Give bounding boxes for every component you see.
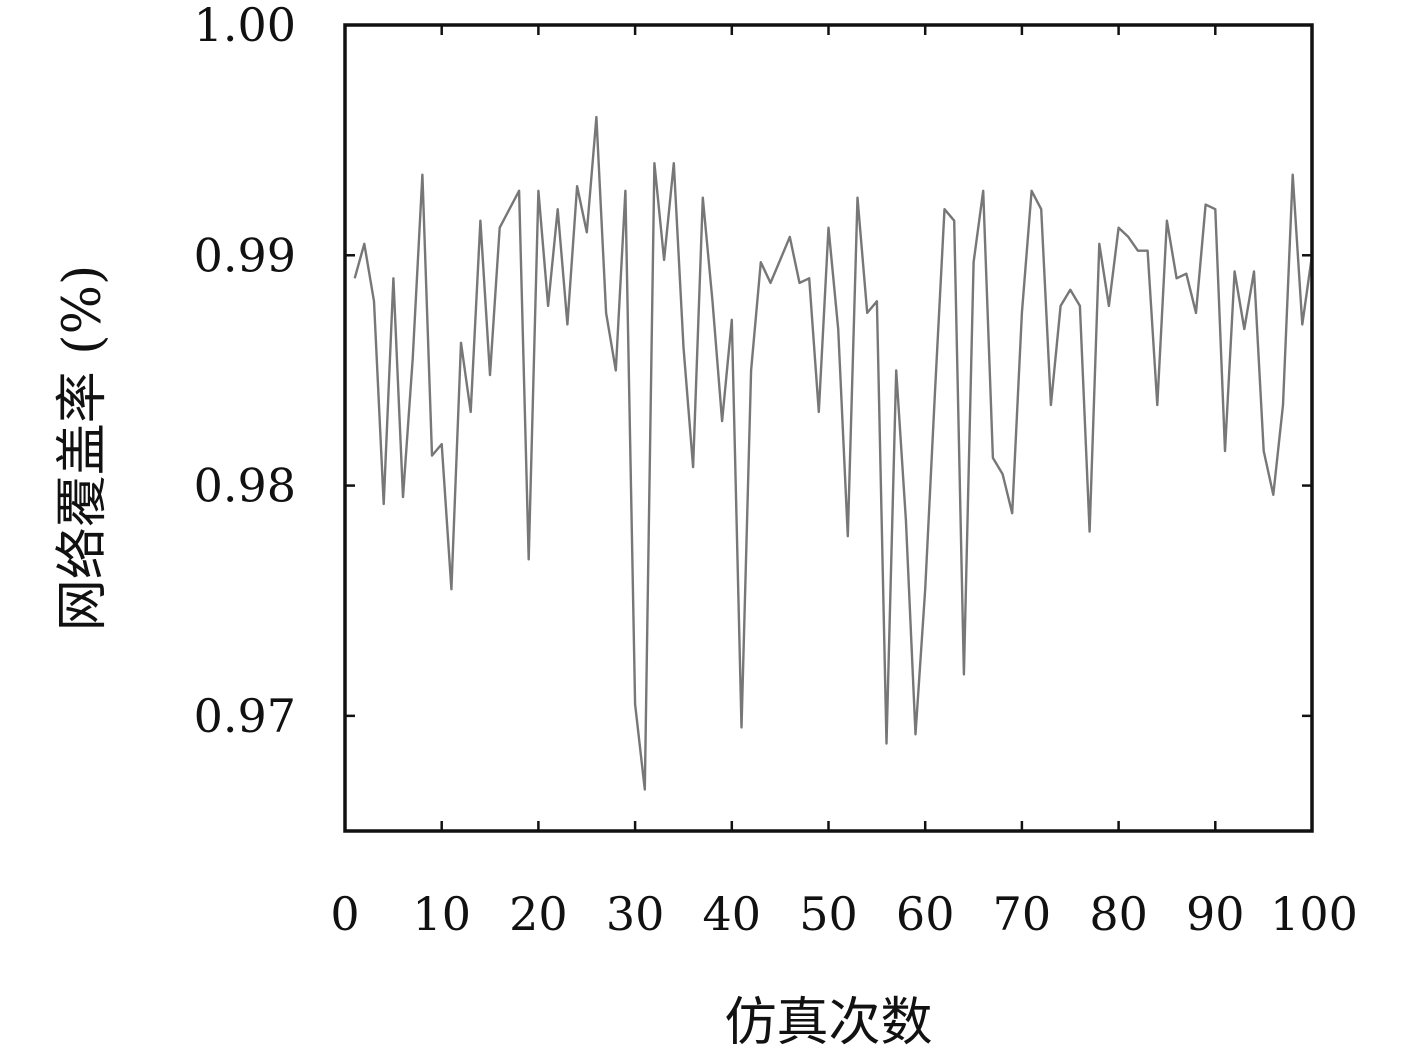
plot-frame [343,23,1314,833]
x-tick-label: 60 [896,887,955,941]
x-tick-label: 70 [993,887,1052,941]
ticks-layer [343,23,1314,831]
y-tick-labels: 0.97 0.98 0.99 1.00 [194,0,296,743]
x-tick-label: 50 [799,887,858,941]
x-tick-label: 10 [412,887,471,941]
y-axis-title: 网络覆盖率 (%) [53,265,113,632]
x-tick-label: 0 [330,887,359,941]
x-tick-labels: 0 10 20 30 40 50 60 70 80 90 100 [330,887,1358,941]
y-tick-label: 1.00 [194,0,296,52]
series-line [353,115,1314,791]
x-tick-label: 30 [606,887,665,941]
x-tick-label: 90 [1186,887,1245,941]
x-tick-label: 40 [703,887,762,941]
x-axis-title: 仿真次数 [724,993,932,1053]
y-tick-label: 0.99 [194,228,296,282]
x-tick-label: 100 [1270,887,1358,941]
y-tick-label: 0.98 [194,459,296,513]
x-tick-label: 20 [509,887,568,941]
y-tick-label: 0.97 [194,689,296,743]
x-tick-label: 80 [1089,887,1148,941]
